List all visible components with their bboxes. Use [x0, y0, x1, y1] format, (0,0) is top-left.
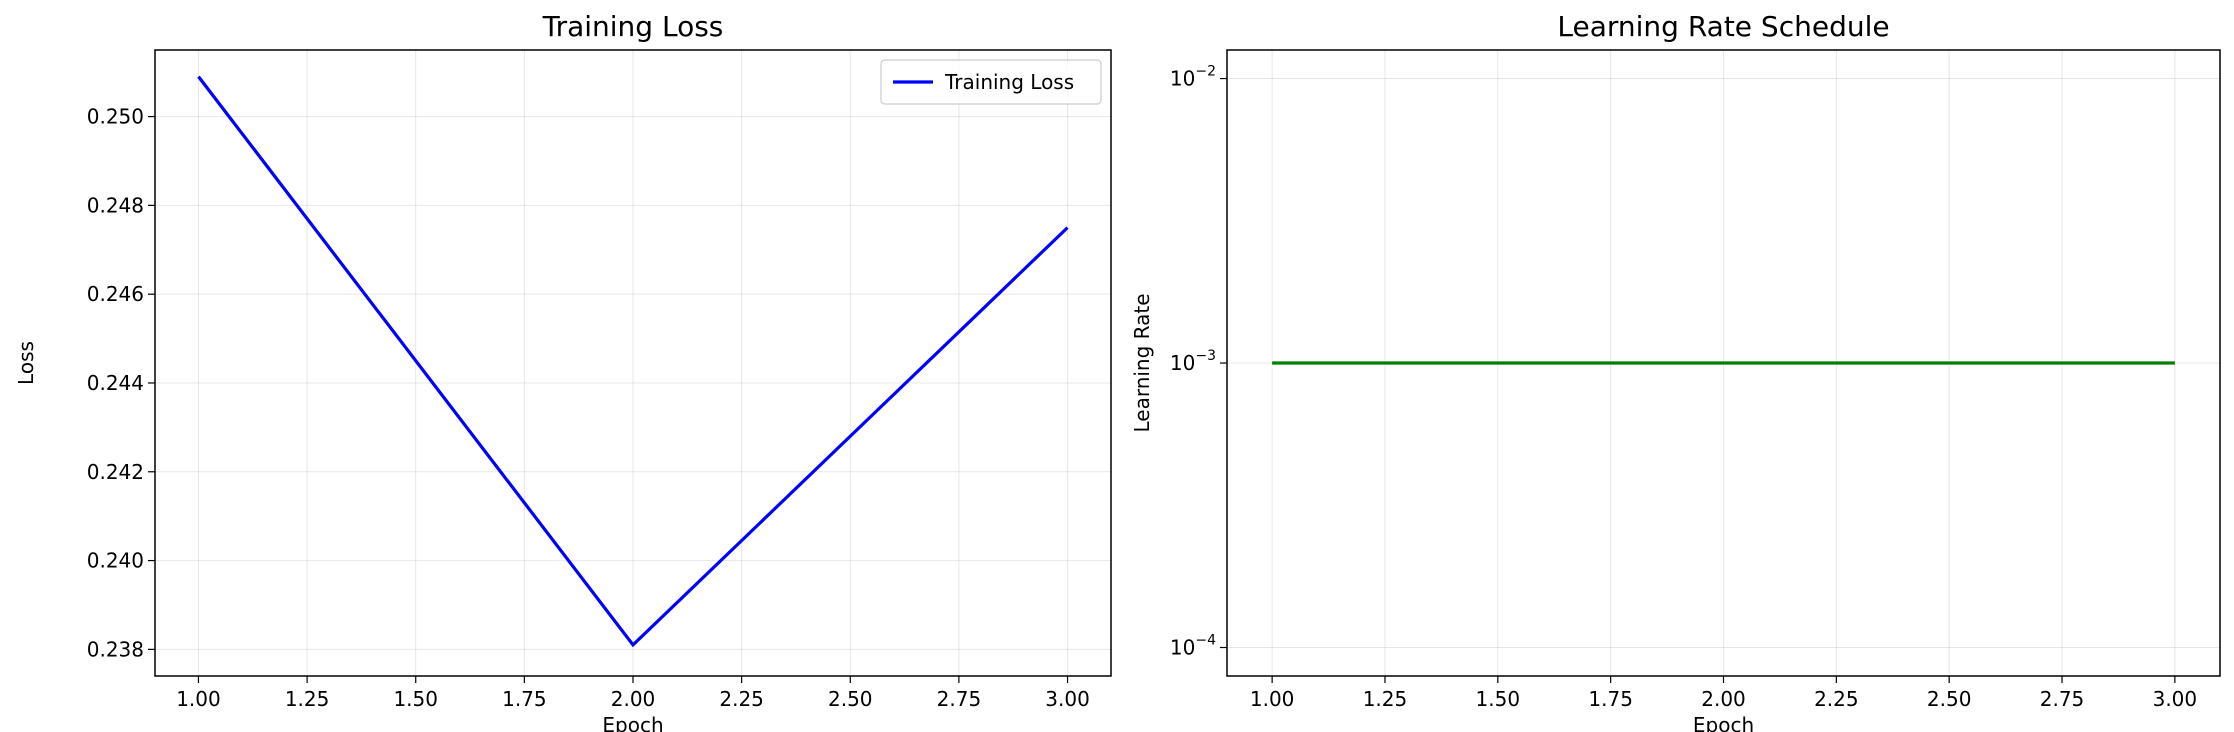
loss-x-axis-label: Epoch	[602, 713, 663, 732]
loss-legend-label-0: Training Loss	[944, 70, 1074, 94]
lr-xtick-label-2: 1.50	[1476, 687, 1521, 711]
loss-xtick-label-1: 1.25	[285, 687, 330, 711]
loss-ytick-label-6: 0.250	[87, 105, 144, 129]
loss-xtick-label-5: 2.25	[719, 687, 764, 711]
lr-xtick-label-4: 2.00	[1701, 687, 1746, 711]
loss-xtick-label-4: 2.00	[611, 687, 656, 711]
lr-y-axis-label: Learning Rate	[1130, 293, 1154, 432]
loss-xtick-label-6: 2.50	[828, 687, 873, 711]
lr-ytick-label-2: 10−2	[1170, 64, 1216, 91]
loss-ytick-label-0: 0.238	[87, 637, 144, 661]
lr-xtick-label-3: 1.75	[1588, 687, 1633, 711]
loss-legend-box	[880, 59, 1102, 105]
loss-ytick-label-5: 0.248	[87, 193, 144, 217]
loss-xtick-label-7: 2.75	[937, 687, 982, 711]
lr-xtick-label-0: 1.00	[1250, 687, 1295, 711]
loss-xtick-label-8: 3.00	[1045, 687, 1090, 711]
loss-series-line-0	[197, 75, 1069, 648]
loss-ytick-label-4: 0.246	[87, 282, 144, 306]
lr-chart-title: Learning Rate Schedule	[1557, 10, 1889, 43]
lr-x-axis-label: Epoch	[1693, 713, 1754, 732]
lr-xtick-label-5: 2.25	[1814, 687, 1859, 711]
loss-chart: 1.00 1.25 1.50 1.75 2.00 2.25 2.50 2.75 3.00 0.23…	[14, 10, 1112, 732]
lr-xtick-label-6: 2.50	[1927, 687, 1972, 711]
lr-xtick-label-8: 3.00	[2153, 687, 2198, 711]
loss-chart-title: Training Loss	[542, 10, 724, 43]
loss-xtick-label-2: 1.50	[393, 687, 438, 711]
loss-xtick-label-0: 1.00	[176, 687, 221, 711]
lr-xtick-label-1: 1.25	[1363, 687, 1408, 711]
lr-ytick-label-0: 10−4	[1170, 633, 1216, 660]
lr-chart: 1.00 1.25 1.50 1.75 2.00 2.25 2.50 2.75 3.00 10−4…	[1130, 10, 2221, 732]
lr-xtick-label-7: 2.75	[2040, 687, 2085, 711]
loss-ytick-label-1: 0.240	[87, 549, 144, 573]
loss-xtick-label-3: 1.75	[502, 687, 547, 711]
lr-ytick-label-1: 10−3	[1170, 348, 1216, 375]
loss-ytick-label-2: 0.242	[87, 460, 144, 484]
loss-ytick-label-3: 0.244	[87, 371, 144, 395]
loss-legend: Training Loss	[880, 59, 1102, 105]
loss-y-axis-label: Loss	[14, 341, 38, 385]
